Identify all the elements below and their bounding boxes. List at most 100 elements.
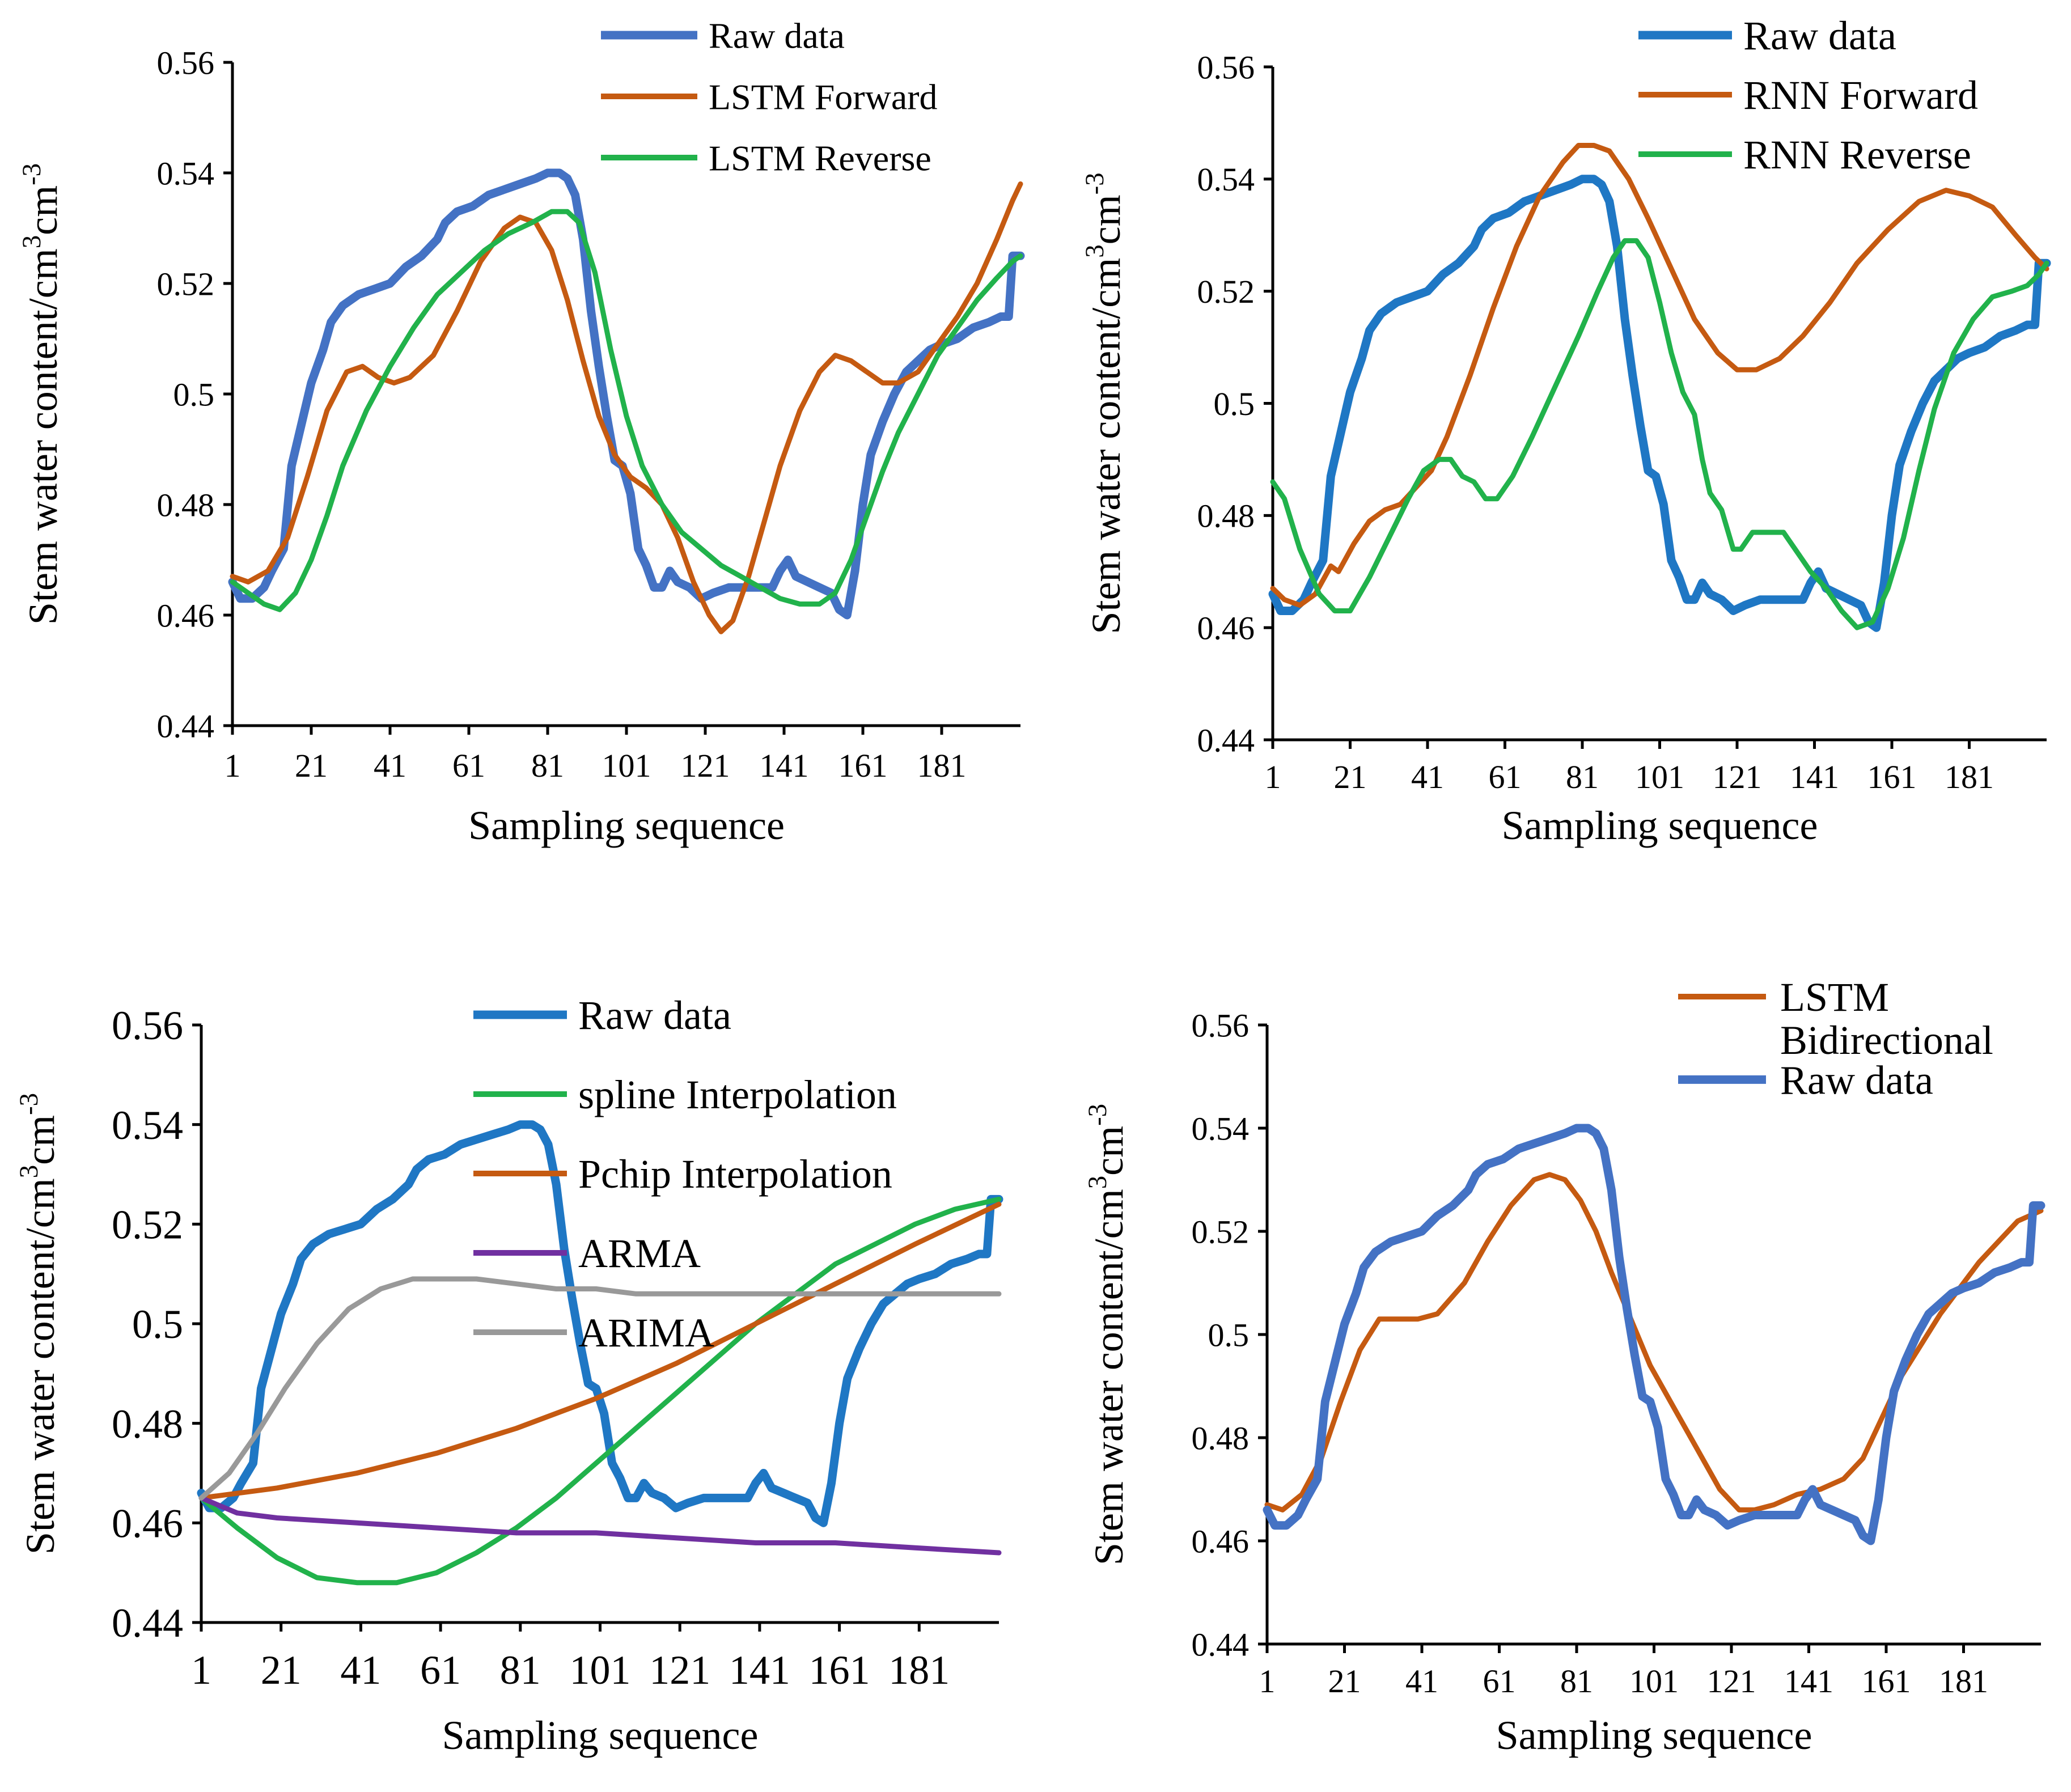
series-line-raw-data [197,1120,1003,1527]
x-tick-label: 141 [760,747,809,784]
x-tick-label: 61 [452,747,485,784]
y-tick-label: 0.5 [1214,385,1255,422]
y-axis-label-sup: -3 [17,163,46,185]
x-axis-label: Sampling sequence [1496,1713,1812,1758]
y-tick-label: 0.5 [1208,1316,1250,1353]
y-tick-label: 0.56 [157,44,215,81]
y-axis-label-sup: 3 [1080,244,1109,257]
y-tick-label: 0.54 [1192,1110,1250,1147]
legend-label: ARIMA [578,1310,714,1355]
x-axis-label: Sampling sequence [1502,803,1818,848]
legend-label: LSTM [1780,975,1889,1020]
series-line-raw-data [228,168,1025,620]
y-tick-label: 0.44 [1197,722,1255,759]
y-axis-label-sup: 3 [1083,1176,1112,1189]
chart-panel-top-right: 0.440.460.480.50.520.540.561 21 41 61 81 101 1… [1080,13,2051,848]
x-tick-label: 121 [649,1647,710,1693]
legend-label: Raw data [709,15,845,56]
y-tick-label: 0.52 [112,1202,183,1248]
series-line-raw-data [1263,1124,2045,1545]
y-tick-label: 0.44 [157,708,215,744]
x-tick-label: 121 [681,747,730,784]
y-tick-label: 0.54 [1197,161,1255,198]
legend-label: RNN Reverse [1743,132,1971,177]
y-tick-label: 0.46 [112,1501,183,1547]
y-tick-label: 0.44 [112,1600,183,1646]
y-axis-label-text: Stem water content/cm [18,1178,63,1554]
series-line-pchip-interpolation [198,1201,1002,1501]
y-tick-label: 0.48 [157,486,215,523]
x-tick-label: 101 [1629,1663,1679,1700]
x-tick-label: 21 [1334,759,1367,795]
y-axis-label: Stem water content/cm3cm-3 [1083,1104,1132,1565]
y-tick-label: 0.5 [132,1302,183,1347]
series-line-lstm-reverse [230,209,1023,612]
x-tick-label: 41 [374,747,406,784]
legend-label: Bidirectional [1780,1018,1993,1063]
x-tick-label: 141 [1790,759,1839,795]
x-tick-label: 141 [1784,1663,1833,1700]
legend-label: ARMA [578,1231,701,1276]
x-tick-label: 41 [340,1647,381,1693]
y-tick-label: 0.52 [1197,273,1255,310]
y-tick-label: 0.56 [1192,1007,1250,1044]
x-tick-label: 41 [1405,1663,1438,1700]
x-tick-label: 161 [1862,1663,1911,1700]
y-axis-label-sup: -3 [1083,1104,1112,1126]
x-tick-label: 181 [917,747,967,784]
x-tick-label: 101 [570,1647,631,1693]
y-tick-label: 0.44 [1192,1626,1250,1663]
y-axis-label-text: Stem water content/cm [20,248,66,625]
legend-label: RNN Forward [1743,73,1978,118]
x-tick-label: 41 [1411,759,1444,795]
x-tick-label: 81 [1566,759,1599,795]
y-axis-label-unit: cm [1086,1126,1132,1176]
y-tick-label: 0.56 [1197,49,1255,86]
series-line-arima [198,1276,1002,1501]
y-axis-label: Stem water content/cm3cm-3 [1080,172,1129,634]
y-axis-label-unit: cm [1083,194,1129,244]
y-axis-label-sup: 3 [17,235,46,248]
series-line-lstm-bidirectional [1264,1172,2044,1513]
x-tick-label: 81 [500,1647,541,1693]
y-axis-label: Stem water content/cm3cm-3 [14,1093,63,1554]
legend-label: Raw data [578,993,731,1038]
y-axis-label-unit: cm [20,185,66,235]
x-tick-label: 61 [1483,1663,1516,1700]
x-tick-label: 61 [420,1647,461,1693]
y-tick-label: 0.56 [112,1003,183,1048]
y-axis-label-text: Stem water content/cm [1083,258,1129,634]
x-tick-label: 161 [809,1647,870,1693]
y-axis-label-sup: 3 [14,1165,44,1178]
y-axis-label-sup: -3 [1080,172,1109,194]
y-tick-label: 0.46 [157,597,215,634]
y-tick-label: 0.54 [112,1103,183,1148]
x-tick-label: 101 [1635,759,1684,795]
series-line-lstm-forward [230,181,1023,634]
x-tick-label: 181 [888,1647,950,1693]
legend-label: LSTM Forward [709,77,938,117]
x-tick-label: 141 [729,1647,790,1693]
x-tick-label: 21 [295,747,328,784]
x-tick-label: 121 [1713,759,1762,795]
legend-label: Raw data [1743,13,1896,58]
legend-label: Pchip Interpolation [578,1151,892,1197]
x-tick-label: 21 [261,1647,302,1693]
x-tick-label: 1 [225,747,241,784]
x-tick-label: 81 [1560,1663,1593,1700]
series-line-arma [198,1495,1002,1556]
x-tick-label: 1 [191,1647,211,1693]
chart-panel-bottom-left: 0.440.460.480.50.520.540.561 21 41 61 81 101 1… [14,993,1003,1758]
series-line-spline-interpolation [198,1196,1002,1586]
x-axis-label: Sampling sequence [468,803,785,848]
y-tick-label: 0.5 [173,376,215,413]
series-line-rnn-reverse [1270,238,2049,630]
y-tick-label: 0.46 [1192,1523,1250,1560]
x-tick-label: 121 [1707,1663,1756,1700]
y-tick-label: 0.46 [1197,609,1255,646]
x-tick-label: 161 [1867,759,1917,795]
legend-label: LSTM Reverse [709,138,931,178]
x-axis-label: Sampling sequence [442,1713,759,1758]
series-line-rnn-forward [1270,143,2049,608]
